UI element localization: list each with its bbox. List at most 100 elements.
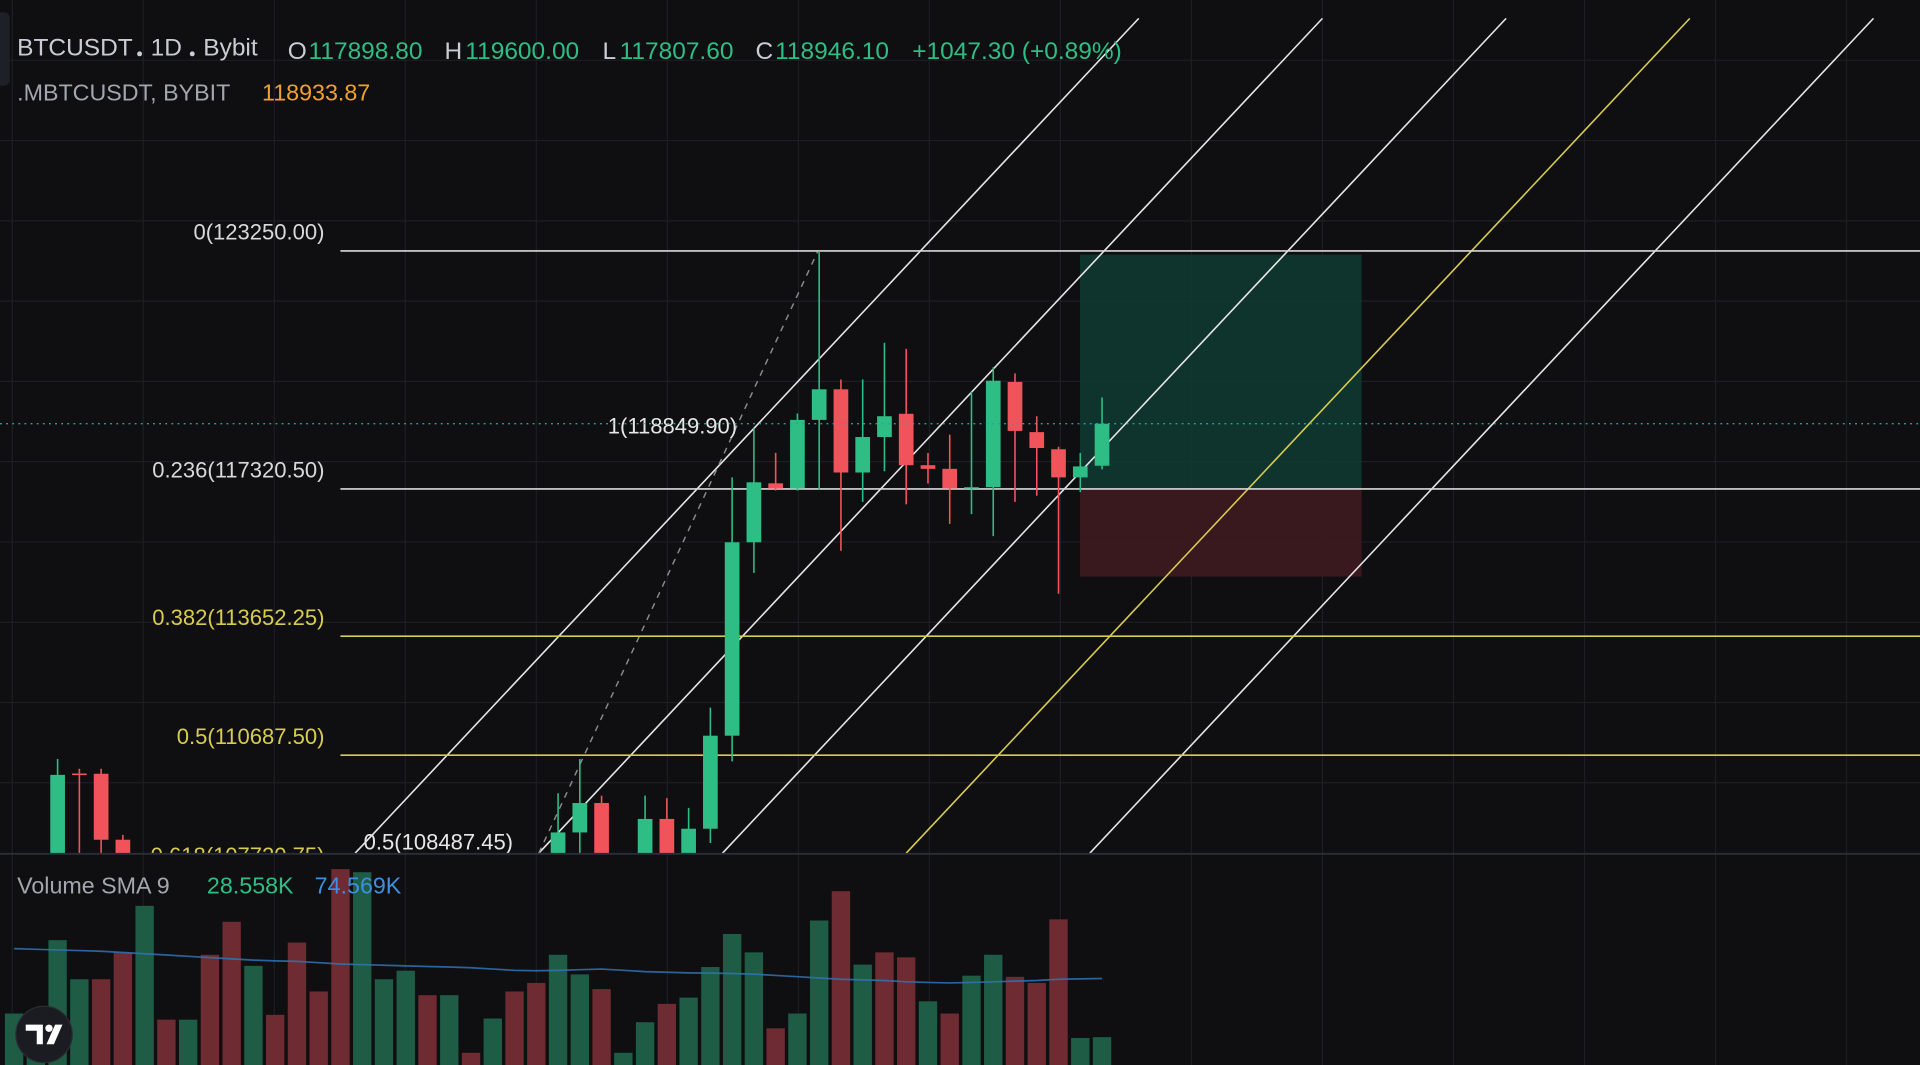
separator — [137, 51, 143, 57]
fib-label: 0.5(110687.50) — [177, 724, 325, 749]
candle-body — [942, 468, 958, 489]
volume-bar — [897, 957, 916, 1065]
vertical-grid — [11, 0, 1848, 1065]
volume-bar — [331, 869, 350, 1065]
exchange: Bybit — [203, 34, 258, 61]
volume-bar — [1092, 1037, 1112, 1065]
volume-bar — [353, 872, 372, 1065]
interval: 1D — [151, 34, 182, 61]
channel-label: 0.5(108487.45) — [364, 829, 513, 854]
volume-bar — [809, 920, 829, 1065]
candle-body — [768, 483, 783, 489]
sma-line — [14, 947, 1103, 984]
volume-bar — [505, 991, 524, 1065]
candle-body — [681, 828, 696, 854]
volume-bar — [178, 1019, 198, 1065]
candle-body — [811, 389, 827, 420]
volume-bar — [570, 974, 590, 1065]
candle-body — [985, 380, 1001, 488]
volume-bar — [287, 942, 307, 1065]
channel-label: 1(118849.90) — [608, 413, 737, 438]
candle-body — [898, 413, 914, 466]
volume-bar — [788, 1013, 807, 1065]
volume-bar — [266, 1014, 285, 1065]
channel-line — [721, 17, 1507, 854]
volume-bar — [461, 1052, 481, 1065]
volume-bar — [722, 934, 742, 1065]
candle-body — [790, 419, 805, 489]
position-loss-zone — [1080, 488, 1362, 577]
candle-body — [1072, 466, 1088, 478]
volume-bar — [853, 964, 872, 1065]
volume-bar — [1005, 976, 1025, 1065]
price-pane: 0(123250.00) 0.236(117320.50) 0.382(113652… — [0, 220, 1920, 868]
trend-line — [538, 250, 819, 854]
volume-bar — [157, 1019, 176, 1065]
candle-body — [637, 818, 653, 854]
candle-body — [746, 482, 762, 543]
separator — [189, 51, 195, 57]
volume-bar — [548, 954, 568, 1065]
volume-bar — [418, 995, 437, 1065]
candle-body — [855, 437, 871, 473]
volume-value: 28.558K — [207, 873, 294, 899]
volume-bar — [701, 967, 720, 1065]
volume-bar — [396, 970, 415, 1065]
candle-body — [1007, 381, 1023, 431]
logo-badge — [15, 1005, 73, 1064]
candle-body — [964, 487, 979, 489]
volume-bar — [766, 1028, 785, 1065]
candle-body — [1094, 423, 1110, 466]
fib-label: 0.618(107720.75) — [151, 843, 325, 868]
sma-value: 74.569K — [315, 873, 402, 899]
volume-bar — [135, 905, 154, 1065]
candle-body — [50, 774, 65, 854]
volume-bar — [70, 979, 89, 1065]
candle-body — [72, 773, 87, 776]
grid — [0, 59, 1920, 784]
logo-mark — [25, 1024, 43, 1045]
volume-bar — [940, 1013, 959, 1065]
candle-body — [572, 803, 588, 833]
overlay-value: 118933.87 — [262, 79, 370, 105]
open-label: O — [288, 38, 307, 65]
volume-bar — [657, 1003, 677, 1065]
volume-bar — [984, 954, 1003, 1065]
volume-bar — [918, 1001, 938, 1065]
volume-title: Volume SMA 9 — [17, 873, 170, 899]
low-value: 117807.60 — [620, 38, 734, 65]
candle-body — [594, 803, 609, 854]
candle-body — [115, 839, 131, 854]
volume-bar — [1049, 919, 1068, 1065]
candle-body — [877, 416, 892, 438]
channel-line — [538, 17, 1324, 854]
overlay-name: .MBTCUSDT, BYBIT — [17, 79, 230, 105]
volume-pane — [4, 869, 1112, 1065]
candle-body — [833, 389, 849, 473]
legend: BTCUSDT 1D Bybit O 117898.80 H 119600.00… — [0, 12, 1122, 899]
volume-bar — [244, 965, 263, 1065]
position-profit-zone — [1080, 254, 1362, 489]
candle-body — [659, 818, 675, 854]
channel-line — [1089, 17, 1875, 854]
low-label: L — [602, 38, 616, 65]
logo — [15, 1005, 73, 1064]
close-label: C — [756, 38, 774, 65]
volume-bar — [744, 952, 764, 1065]
fib-label: 0(123250.00) — [193, 220, 324, 245]
candle-body — [703, 735, 718, 829]
high-value: 119600.00 — [465, 38, 579, 65]
volume-bar — [527, 982, 546, 1065]
fib-label: 0.236(117320.50) — [152, 458, 324, 483]
volume-bar — [1071, 1038, 1090, 1065]
volume-bar — [875, 952, 894, 1065]
volume-bar — [91, 979, 111, 1065]
high-label: H — [444, 38, 462, 65]
volume-bar — [200, 954, 220, 1065]
volume-bar — [309, 991, 328, 1065]
candle-body — [920, 465, 936, 469]
volume-bar — [962, 975, 981, 1065]
volume-bar — [440, 995, 459, 1065]
